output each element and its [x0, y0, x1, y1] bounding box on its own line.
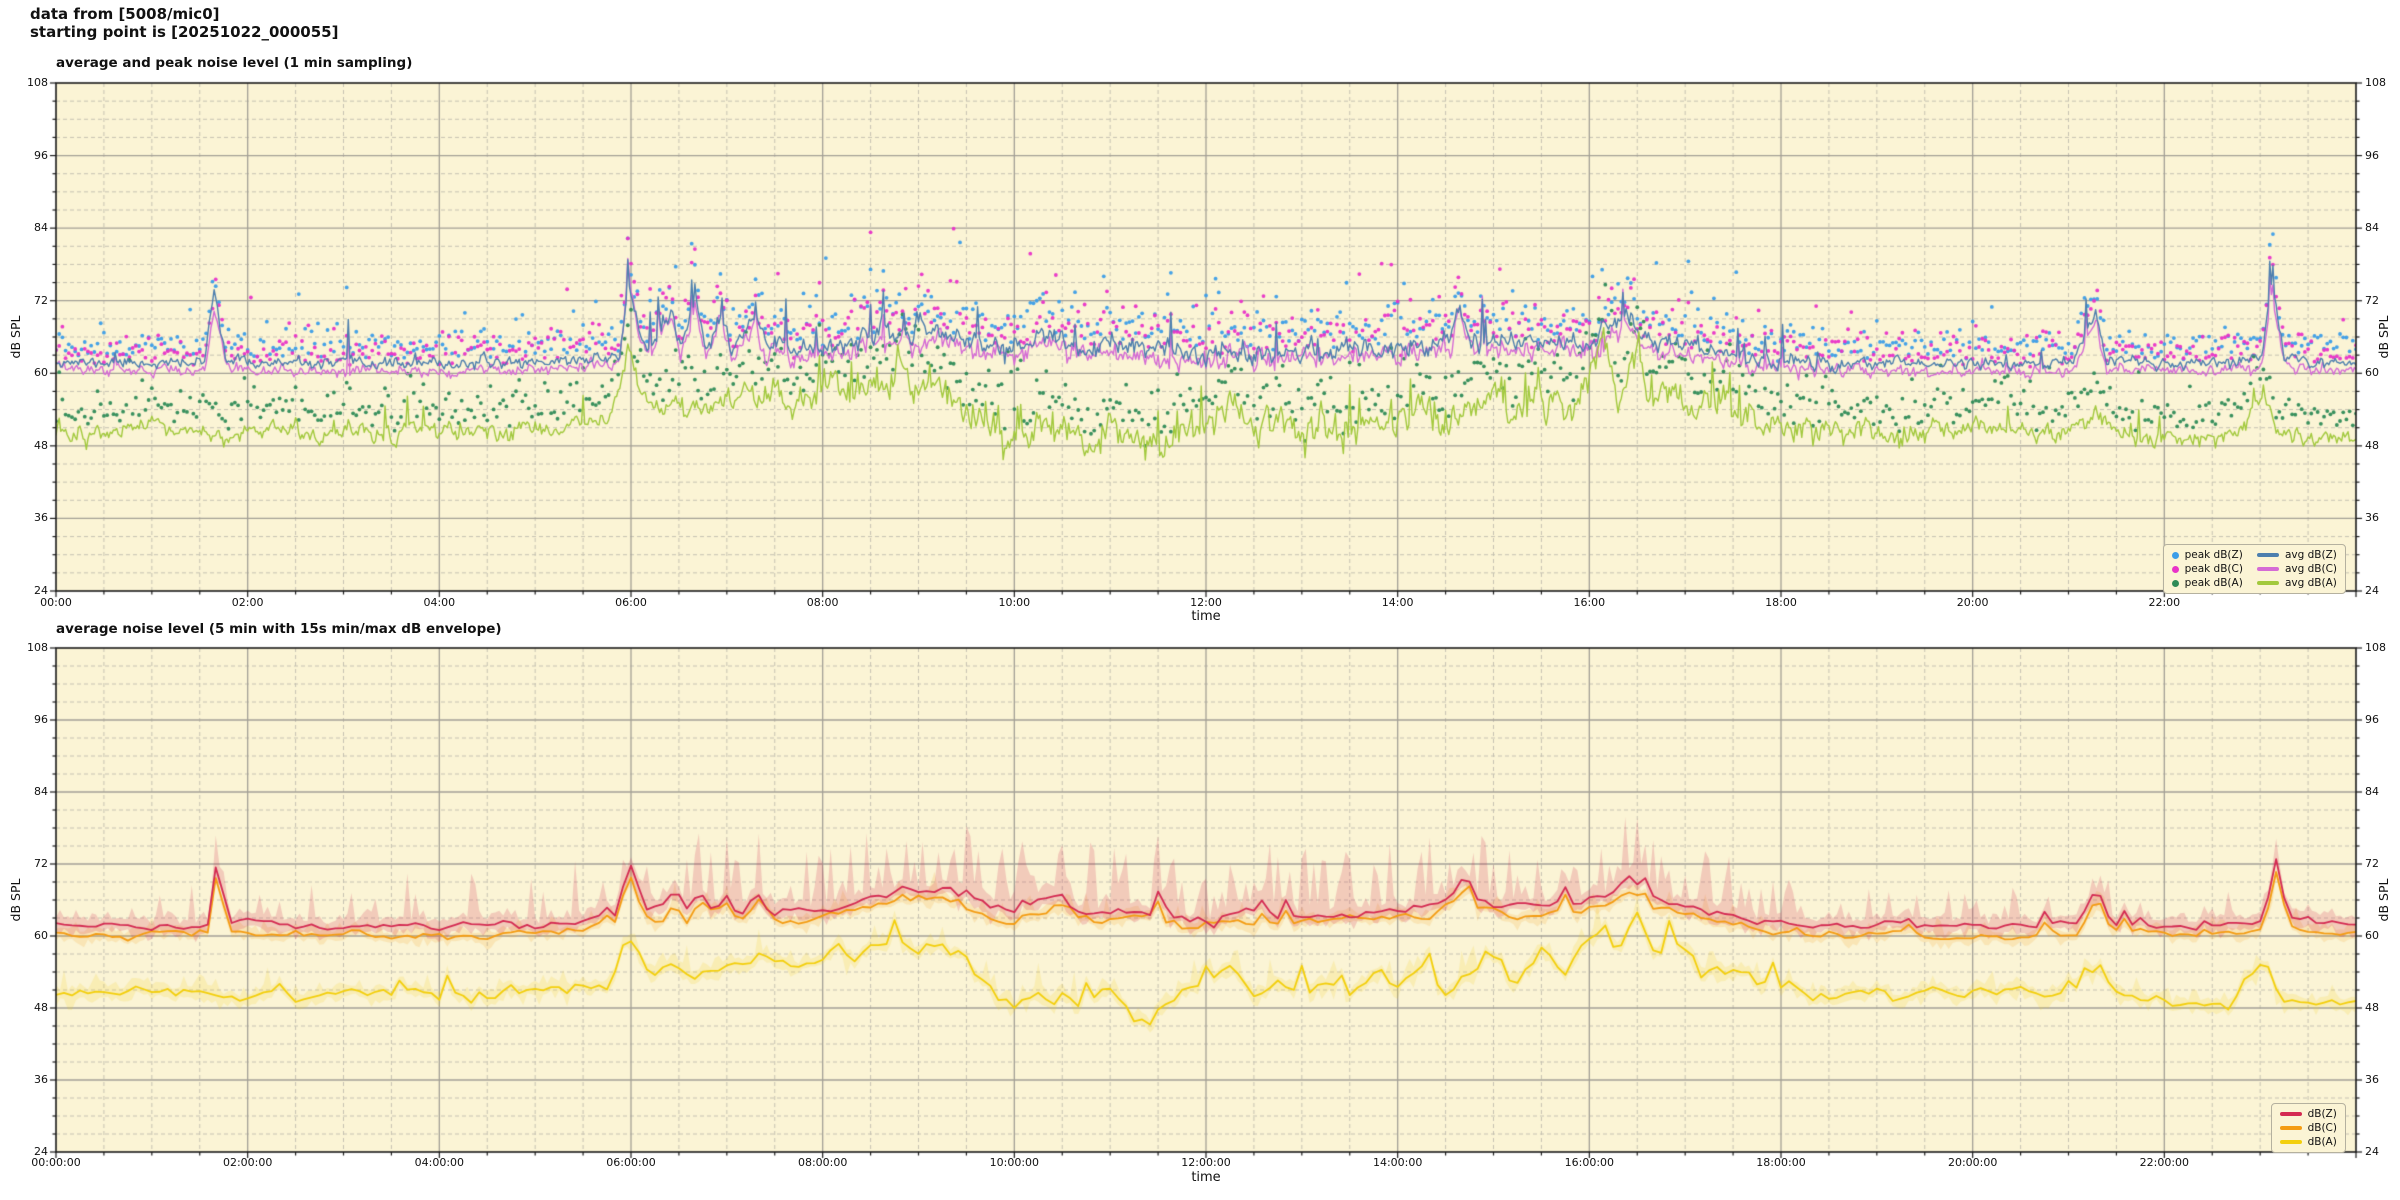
chart1-ytick-right: 96 — [2365, 148, 2379, 162]
legend-line-marker — [2256, 567, 2279, 571]
chart1-ytick-left: 72 — [34, 293, 48, 307]
legend-line-marker — [2279, 1140, 2302, 1144]
chart1-xtick: 14:00 — [1381, 596, 1414, 609]
chart2-ytick-right: 24 — [2365, 1145, 2379, 1158]
chart1-xtick: 06:00 — [615, 596, 647, 609]
legend-line-marker — [2279, 1126, 2302, 1130]
chart1-ytick-left: 60 — [34, 366, 48, 380]
chart2-ytick-right: 84 — [2365, 785, 2379, 798]
legend-entry: dB(Z) — [2279, 1108, 2337, 1120]
header-line2: starting point is [20251022_000055] — [30, 23, 339, 41]
chart1-ytick-right: 36 — [2365, 511, 2379, 525]
legend-dot-marker — [2171, 551, 2179, 559]
chart2-xtick: 00:00:00 — [31, 1156, 81, 1169]
chart2-xtick: 12:00:00 — [1181, 1156, 1231, 1169]
legend-entry: peak dB(Z) — [2171, 549, 2243, 561]
header-line1: data from [5008/mic0] — [30, 5, 220, 23]
chart2-xtick: 02:00:00 — [222, 1156, 273, 1169]
chart1-xtick: 22:00 — [2148, 596, 2181, 609]
legend-entry: avg dB(Z) — [2256, 549, 2337, 561]
legend-line-marker — [2256, 553, 2279, 557]
chart1-ytick-left: 96 — [34, 148, 48, 162]
chart2-ytick-right: 48 — [2365, 1001, 2379, 1014]
chart1-ytick-right: 48 — [2365, 438, 2379, 452]
chart1-ytick-left: 84 — [34, 221, 48, 235]
chart1-ytick-left: 36 — [34, 511, 48, 525]
chart1-xtick: 10:00 — [998, 596, 1031, 609]
chart2-ytick-left: 48 — [34, 1001, 48, 1014]
legend-entry: dB(C) — [2279, 1122, 2337, 1134]
chart2-ytick-right: 36 — [2365, 1073, 2379, 1086]
legend-entry: avg dB(C) — [2256, 563, 2337, 575]
chart2-xtick: 20:00:00 — [1947, 1156, 1998, 1169]
legend-entry: peak dB(A) — [2171, 577, 2243, 589]
chart1-xtick: 12:00 — [1190, 596, 1222, 609]
chart1-ytick-left: 24 — [34, 584, 48, 597]
legend-label: dB(C) — [2307, 1122, 2337, 1134]
legend-dot-marker — [2171, 565, 2179, 573]
legend-dot-marker — [2171, 579, 2179, 587]
legend-line-marker — [2279, 1112, 2302, 1116]
legend-entry: avg dB(A) — [2256, 577, 2337, 589]
legend-label: dB(A) — [2307, 1136, 2337, 1148]
legend-label: peak dB(C) — [2184, 563, 2243, 575]
chart1-xtick: 18:00 — [1765, 596, 1797, 609]
chart1-ytick-right: 60 — [2365, 366, 2379, 380]
chart1-ytick-right: 24 — [2365, 584, 2379, 597]
chart2-xtick: 18:00:00 — [1756, 1156, 1806, 1169]
chart1-xtick: 04:00 — [423, 596, 456, 609]
legend-label: dB(Z) — [2307, 1108, 2337, 1120]
chart1-ytick-left: 108 — [27, 76, 48, 89]
chart2-xtick: 16:00:00 — [1564, 1156, 1615, 1169]
chart2-xtick: 08:00:00 — [797, 1156, 848, 1169]
chart1-ytick-right: 84 — [2365, 221, 2379, 235]
chart2-title: average noise level (5 min with 15s min/… — [56, 621, 502, 637]
chart2-ytick-left: 60 — [34, 929, 48, 942]
legend-label: avg dB(Z) — [2284, 549, 2337, 561]
chart2-ytick-left: 36 — [34, 1073, 48, 1086]
chart1-title: average and peak noise level (1 min samp… — [56, 55, 413, 71]
figure-header: data from [5008/mic0] starting point is [… — [30, 5, 338, 41]
chart2-ytick-left: 24 — [34, 1145, 48, 1158]
chart2-ytick-right: 96 — [2365, 713, 2379, 726]
legend-label: peak dB(A) — [2184, 577, 2243, 589]
chart2-ytick-left: 96 — [34, 713, 48, 726]
chart2-ytick-left: 72 — [34, 857, 48, 870]
legend-entry: peak dB(C) — [2171, 563, 2243, 575]
chart2-ytick-right: 108 — [2365, 641, 2386, 654]
chart2-xtick: 14:00:00 — [1372, 1156, 1423, 1169]
chart2-ytick-right: 72 — [2365, 857, 2379, 870]
legend-line-marker — [2256, 581, 2279, 585]
chart2-ytick-right: 60 — [2365, 929, 2379, 942]
chart1-legend: peak dB(Z) avg dB(Z) peak dB(C) avg dB(C) pe… — [2162, 544, 2346, 594]
chart1-ytick-right: 72 — [2365, 293, 2379, 307]
chart1-xtick: 20:00 — [1956, 596, 1989, 609]
chart2-ytick-left: 108 — [27, 641, 48, 654]
chart1-xtick: 02:00 — [231, 596, 264, 609]
chart2-xtick: 04:00:00 — [414, 1156, 465, 1169]
chart2-ytick-left: 84 — [34, 785, 48, 798]
chart1-xtick: 00:00 — [40, 596, 72, 609]
chart2-xlabel: time — [1191, 1170, 1221, 1185]
legend-label: avg dB(A) — [2284, 577, 2337, 589]
legend-label: avg dB(C) — [2284, 563, 2337, 575]
chart2-legend: dB(Z) dB(C) dB(A) — [2270, 1103, 2346, 1153]
chart2-xtick: 10:00:00 — [989, 1156, 1040, 1169]
legend-label: peak dB(Z) — [2184, 549, 2243, 561]
chart1-ytick-left: 48 — [34, 438, 48, 452]
chart1-xtick: 16:00 — [1573, 596, 1606, 609]
chart1-ytick-right: 108 — [2365, 76, 2386, 89]
chart2-xtick: 06:00:00 — [606, 1156, 656, 1169]
chart1-xlabel: time — [1191, 609, 1221, 624]
chart2-xtick: 22:00:00 — [2139, 1156, 2190, 1169]
chart1-xtick: 08:00 — [806, 596, 839, 609]
legend-entry: dB(A) — [2279, 1136, 2337, 1148]
